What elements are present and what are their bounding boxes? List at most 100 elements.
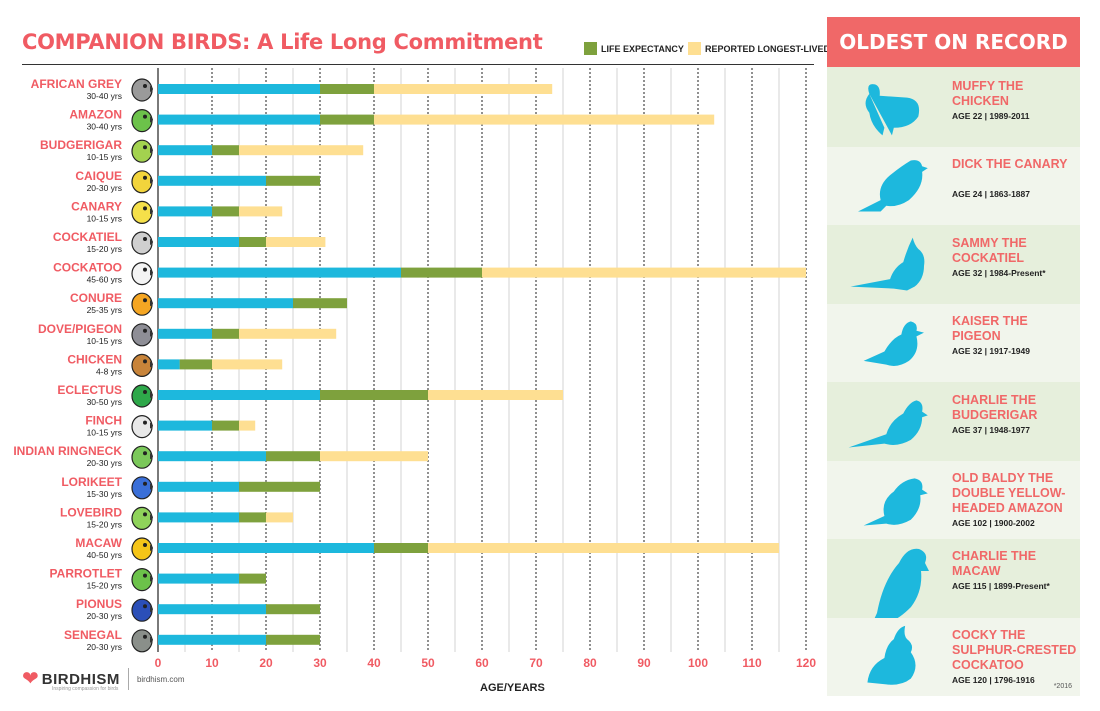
bird-eye-icon <box>143 175 147 180</box>
bird-eye-icon <box>143 420 147 425</box>
bird-avatar-icon <box>131 139 153 163</box>
bar-longest-lived <box>239 206 283 217</box>
heart-logo-icon: ❤ <box>22 668 39 690</box>
bird-eye-icon <box>143 604 147 609</box>
bird-eye-icon <box>143 390 147 394</box>
legend-label-longest-lived: REPORTED LONGEST-LIVED <box>705 43 831 54</box>
category-range-label: 10-15 yrs <box>87 336 122 346</box>
category-label: PARROTLET <box>50 567 123 581</box>
x-tick-label: 100 <box>688 656 708 670</box>
bar-life-expectancy <box>266 175 320 186</box>
bird-eye-icon <box>143 573 147 578</box>
bird-avatar-icon <box>131 598 153 622</box>
category-label: BUDGERIGAR <box>40 138 122 152</box>
bird-beak-icon <box>150 392 153 398</box>
silhouette-shape <box>863 478 928 526</box>
category-range-label: 10-15 yrs <box>87 213 122 223</box>
bird-eye-icon <box>143 267 147 272</box>
category-range-label: 45-60 yrs <box>87 275 122 285</box>
bar-longest-lived <box>266 512 293 523</box>
record-name: OLD BALDY THE DOUBLE YELLOW-HEADED AMAZO… <box>952 471 1066 515</box>
logo-tagline: Inspiring compassion for birds <box>52 686 119 692</box>
record-name: CHARLIE THE BUDGERIGAR <box>952 392 1038 422</box>
category-range-label: 15-20 yrs <box>87 244 122 254</box>
x-tick-label: 110 <box>742 656 762 670</box>
lifespan-bar-chart: 0 10 20 30 40 50 60 70 80 90 100 110 120 AFRICAN GREY… <box>13 68 816 670</box>
bar-base-age <box>158 512 239 523</box>
logo-separator <box>127 668 129 690</box>
bar-base-age <box>158 573 239 584</box>
legend-life-expectancy: LIFE EXPECTANCY <box>584 42 684 55</box>
bar-base-age <box>158 328 212 339</box>
legend-longest-lived: REPORTED LONGEST-LIVED <box>688 42 830 55</box>
bird-beak-icon <box>150 239 153 245</box>
bird-avatar-icon <box>131 384 153 408</box>
bar-longest-lived <box>212 359 283 370</box>
record-age-detail: AGE 37 | 1948-1977 <box>952 424 1030 435</box>
bird-eye-icon <box>143 145 147 150</box>
record-name: KAISER THE PIGEON <box>952 314 1028 344</box>
bird-beak-icon <box>150 514 153 521</box>
legend-swatch-longest-lived <box>688 42 701 55</box>
bar-life-expectancy <box>374 543 428 553</box>
silhouette-shape <box>848 399 928 448</box>
bar-life-expectancy <box>239 237 266 247</box>
bar-base-age <box>158 145 212 156</box>
category-label: DOVE/PIGEON <box>38 322 122 336</box>
bird-avatar-icon <box>131 567 153 592</box>
category-range-label: 15-30 yrs <box>87 489 122 499</box>
bird-beak-icon <box>150 575 153 582</box>
record-name: COCKY THE SULPHUR-CRESTED COCKATOO <box>952 627 1077 672</box>
bar-life-expectancy <box>212 420 239 431</box>
bar-base-age <box>158 634 266 645</box>
record-row: COCKY THE SULPHUR-CRESTED COCKATOO AGE 12… <box>827 617 1080 696</box>
bar-life-expectancy <box>266 604 320 615</box>
category-range-label: 25-35 yrs <box>87 305 122 315</box>
bar-life-expectancy <box>320 390 428 400</box>
bar-base-age <box>158 604 266 615</box>
category-label: LOVEBIRD <box>60 505 122 519</box>
bar-longest-lived <box>239 328 337 339</box>
bar-base-age <box>158 390 320 400</box>
category-range-label: 30-50 yrs <box>87 397 122 407</box>
record-row: SAMMY THE COCKATIEL AGE 32 | 1984-Present… <box>827 225 1080 304</box>
bird-avatar-icon <box>131 200 153 224</box>
record-name: CHARLIE THE MACAW <box>952 549 1037 579</box>
bar-life-expectancy <box>239 481 320 492</box>
bar-base-age <box>158 420 212 431</box>
record-row: KAISER THE PIGEON AGE 32 | 1917-1949 <box>827 304 1080 383</box>
bar-life-expectancy <box>212 328 239 339</box>
x-tick-label: 60 <box>475 656 489 670</box>
x-tick-label: 80 <box>583 656 597 670</box>
silhouette-shape <box>865 84 920 136</box>
category-label: ECLECTUS <box>57 383 122 397</box>
bar-life-expectancy <box>266 451 320 462</box>
x-axis-label: AGE/YEARS <box>480 682 545 694</box>
category-label: COCKATIEL <box>53 230 122 244</box>
bar-base-age <box>158 298 293 309</box>
bar-life-expectancy <box>212 206 239 217</box>
category-label: SENEGAL <box>64 628 122 642</box>
record-age-detail: AGE 24 | 1863-1887 <box>952 189 1030 200</box>
bird-avatar-icon <box>131 170 153 194</box>
bar-base-age <box>158 114 320 125</box>
logo-brand: BIRDHISM <box>41 670 120 688</box>
bar-life-expectancy <box>293 298 347 309</box>
bird-beak-icon <box>150 269 153 276</box>
record-age-detail: AGE 102 | 1900-2002 <box>952 518 1035 528</box>
bird-beak-icon <box>150 208 153 215</box>
record-age-detail: AGE 115 | 1899-Present* <box>952 581 1050 592</box>
category-range-label: 20-30 yrs <box>87 458 122 468</box>
silhouette-shape <box>858 160 928 212</box>
category-range-label: 20-30 yrs <box>87 611 122 621</box>
category-label: CONURE <box>70 291 122 305</box>
category-range-label: 4-8 yrs <box>96 366 122 376</box>
record-row: DICK THE CANARY AGE 24 | 1863-1887 <box>827 147 1080 226</box>
category-label: MACAW <box>75 536 122 550</box>
bar-base-age <box>158 267 401 278</box>
bar-base-age <box>158 237 239 247</box>
x-tick-label: 30 <box>313 656 327 670</box>
record-row: OLD BALDY THE DOUBLE YELLOW-HEADED AMAZO… <box>827 461 1080 539</box>
canary-silhouette-icon <box>858 160 928 212</box>
bird-eye-icon <box>143 634 147 639</box>
